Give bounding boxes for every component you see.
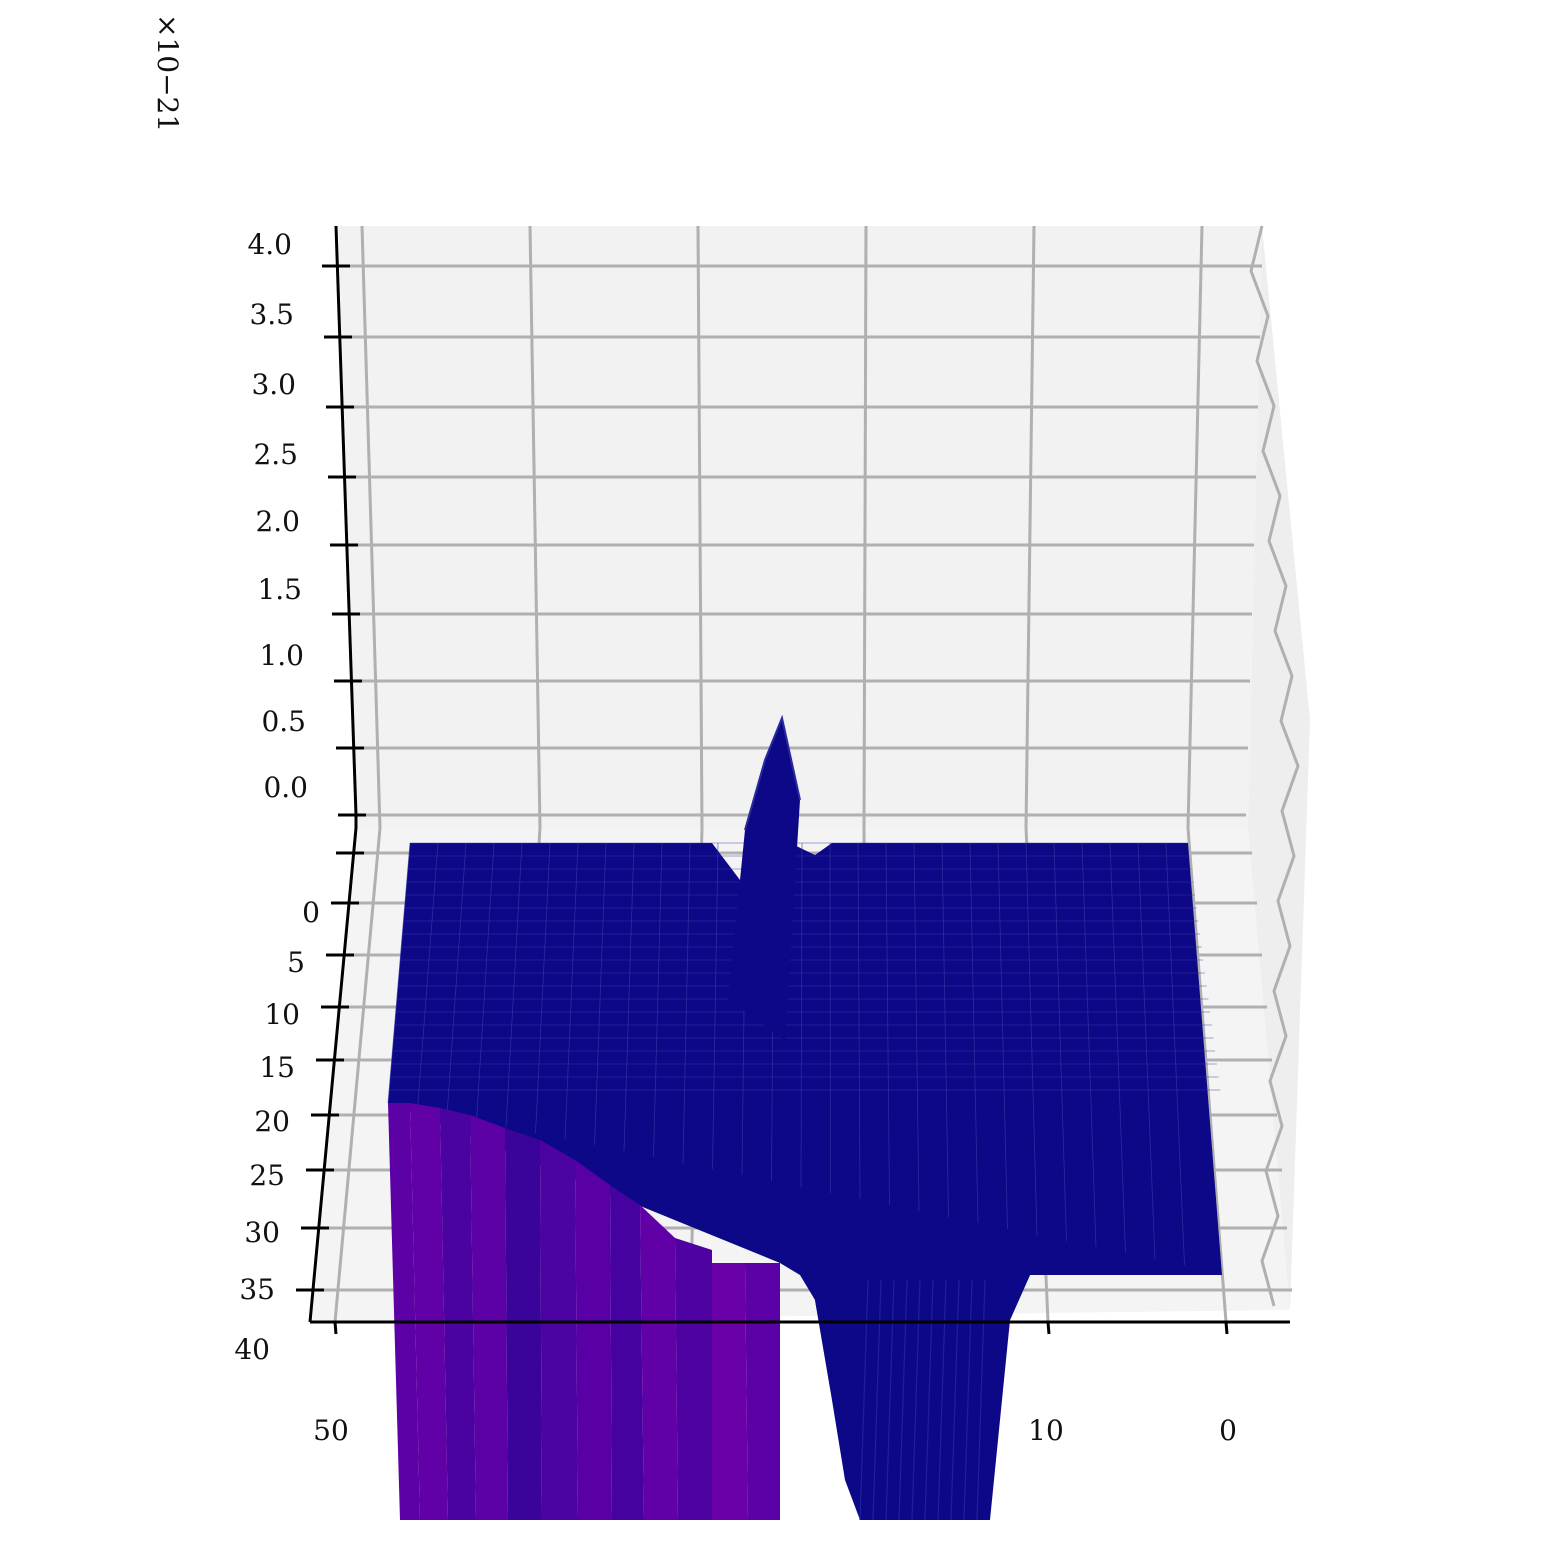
y-tick-label: 30 [244, 1216, 280, 1249]
side-pane-gridlines [1249, 225, 1300, 1307]
x-tick-label: 10 [1028, 1414, 1064, 1447]
tick-labels: 4.0 3.5 3.0 2.5 2.0 1.5 1.0 0.5 0.0 0 5 10 15 20 25 30 3… [234, 228, 1237, 1447]
z-scale-exponent-label: ×10−21 [151, 14, 184, 132]
x-tick-mark [1046, 1321, 1051, 1335]
x-gridline-wall [696, 225, 704, 829]
surface-mesh-line [800, 842, 803, 1188]
surface-mesh-line [1081, 842, 1097, 1248]
surface-curtain-strip [712, 1263, 748, 1520]
surface-curtain-strip [388, 1103, 420, 1520]
x-gridline-floor [333, 827, 382, 1323]
y-tick-label: 0 [302, 896, 320, 929]
surface-trough [800, 1200, 1030, 1520]
surface-mesh-line [969, 842, 979, 1224]
y-tick-label: 40 [234, 1333, 270, 1366]
surface-curtain-strip [745, 1263, 780, 1520]
surface-curtain-strip [575, 1160, 612, 1520]
surface-trough-line [976, 1279, 986, 1521]
surface-mesh-line [594, 842, 607, 1146]
surface-mesh-line [1109, 842, 1126, 1254]
x-tick-label: 0 [1219, 1414, 1237, 1447]
surface-mesh-line [712, 842, 719, 1170]
surface-curtain-strip [640, 1205, 678, 1520]
surface-mesh-line [682, 842, 691, 1164]
x-tick-mark [1224, 1321, 1229, 1335]
x-tick-label: 50 [313, 1414, 349, 1447]
y-axis-line [308, 815, 358, 1323]
surface-trough-line [963, 1279, 973, 1521]
surface-mesh-line [829, 842, 831, 1194]
surface-peak [728, 718, 800, 1040]
side-pane [1248, 226, 1310, 1310]
surface-trough-line [859, 1279, 869, 1521]
surface-trough-line [950, 1279, 960, 1521]
back-wall-pane [338, 226, 1262, 828]
surface-trough-line [937, 1279, 947, 1521]
surface-mesh-line [417, 842, 439, 1110]
y-tick-label: 20 [254, 1105, 290, 1138]
z-tick-label: 3.0 [251, 368, 296, 401]
z-tick-label: 1.5 [257, 573, 302, 606]
z-axis-line [334, 225, 358, 816]
surface-mesh-line [885, 842, 890, 1206]
surface-curtain-strip [470, 1115, 508, 1520]
surface-mesh-line [1165, 842, 1185, 1266]
surface-curtain-strip [505, 1128, 542, 1520]
x-gridline-wall [1186, 225, 1204, 829]
z-tick-label: 2.5 [253, 438, 298, 471]
surface-mesh-line [941, 842, 949, 1218]
surface-curtain-strip [610, 1185, 644, 1520]
z-tick-label: 3.5 [249, 298, 294, 331]
surface-mesh-line [476, 842, 495, 1122]
x-gridline-wall [528, 225, 542, 829]
surface-trough-line [898, 1279, 908, 1521]
surface-trough-line [872, 1279, 882, 1521]
z-tick-label: 2.0 [255, 505, 300, 538]
axes [296, 225, 1290, 1335]
x-gridline-wall [862, 225, 868, 829]
x-gridline-wall [360, 225, 382, 829]
x-gridline-wall [1024, 225, 1036, 829]
surface-curtain-strip [675, 1238, 712, 1520]
surface-mesh-line [913, 842, 920, 1212]
y-tick-label: 10 [264, 998, 300, 1031]
surface-curtain-strip [410, 1103, 448, 1520]
x-gridline-floor [1186, 827, 1228, 1323]
z-tick-label: 1.0 [259, 639, 304, 672]
y-tick-label: 15 [259, 1051, 295, 1084]
y-tick-label: 5 [287, 946, 305, 979]
surface-curtain-strip [440, 1108, 476, 1520]
surface-mesh-line [1053, 842, 1067, 1242]
z-tick-label: 0.5 [261, 705, 306, 738]
surface-trough-line [885, 1279, 895, 1521]
surface-mesh-line [505, 842, 523, 1128]
surface-trough-line [924, 1279, 934, 1521]
z-tick-label: 0.0 [263, 771, 308, 804]
surface-mesh-line [623, 842, 635, 1152]
surface-mesh-line [857, 842, 861, 1200]
y-tick-label: 35 [239, 1273, 275, 1306]
surface-plot [387, 714, 1222, 1521]
surface-mesh-line [997, 842, 1008, 1230]
surface-curtain-strip [540, 1140, 578, 1520]
surface-mesh-line [535, 842, 551, 1134]
surface-trough-line [911, 1279, 921, 1521]
z-tick-label: 4.0 [247, 228, 292, 261]
x-tick-mark [333, 1321, 338, 1335]
surface-mesh-line [446, 842, 467, 1116]
y-tick-label: 25 [249, 1159, 285, 1192]
surface-peak-edge [744, 714, 801, 831]
